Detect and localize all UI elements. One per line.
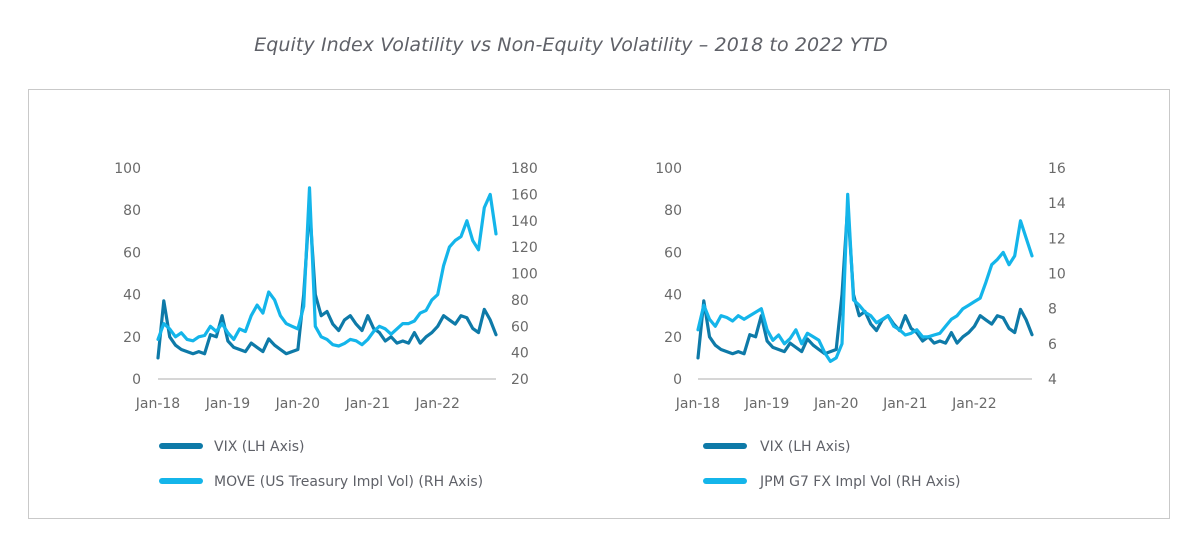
left-y-tick-label: 80 (664, 203, 682, 219)
plot-area (156, 186, 498, 360)
right-y-tick-label: 60 (511, 319, 529, 335)
legend-label-move: MOVE (US Treasury Impl Vol) (RH Axis) (214, 474, 483, 490)
left-y-axis: 0 20 40 60 80 100 (114, 161, 141, 388)
left-y-tick-label: 0 (132, 372, 141, 388)
x-tick-label: Jan-20 (813, 396, 858, 412)
x-tick-label: Jan-22 (951, 396, 996, 412)
right-y-tick-label: 20 (511, 372, 529, 388)
left-y-tick-label: 20 (664, 330, 682, 346)
x-tick-label: Jan-19 (744, 396, 789, 412)
legend-label-vix: VIX (LH Axis) (214, 439, 305, 455)
x-tick-label: Jan-21 (882, 396, 927, 412)
right-y-tick-label: 4 (1048, 372, 1057, 388)
x-tick-label: Jan-20 (275, 396, 320, 412)
chart-title: Equity Index Volatility vs Non-Equity Vo… (254, 34, 888, 56)
legend-label-fx: JPM G7 FX Impl Vol (RH Axis) (759, 474, 960, 490)
left-y-tick-label: 20 (123, 330, 141, 346)
chart-move-vs-vix: 0 20 40 60 80 100 20 40 60 80 100 120 140 160 180 Jan… (114, 161, 537, 490)
legend: VIX (LH Axis) JPM G7 FX Impl Vol (RH Axi… (703, 439, 960, 490)
right-y-axis: 20 40 60 80 100 120 140 160 180 (511, 161, 538, 388)
left-y-tick-label: 80 (123, 203, 141, 219)
right-y-tick-label: 16 (1048, 161, 1066, 177)
left-y-tick-label: 60 (664, 245, 682, 261)
right-y-tick-label: 140 (511, 214, 538, 230)
right-y-tick-label: 40 (511, 346, 529, 362)
x-tick-label: Jan-18 (135, 396, 180, 412)
x-tick-label: Jan-21 (345, 396, 390, 412)
right-y-tick-label: 180 (511, 161, 538, 177)
left-y-tick-label: 100 (655, 161, 682, 177)
right-y-tick-label: 8 (1048, 302, 1057, 318)
x-tick-label: Jan-22 (414, 396, 459, 412)
legend-label-vix: VIX (LH Axis) (760, 439, 851, 455)
left-y-tick-label: 40 (123, 288, 141, 304)
x-axis: Jan-18 Jan-19 Jan-20 Jan-21 Jan-22 (675, 396, 997, 412)
left-y-tick-label: 0 (673, 372, 682, 388)
right-y-tick-label: 80 (511, 293, 529, 309)
left-y-tick-label: 40 (664, 288, 682, 304)
left-y-axis: 0 20 40 60 80 100 (655, 161, 682, 388)
right-y-axis: 4 6 8 10 12 14 16 (1048, 161, 1066, 388)
x-tick-label: Jan-19 (205, 396, 250, 412)
right-y-tick-label: 160 (511, 187, 538, 203)
right-y-tick-label: 10 (1048, 267, 1066, 283)
chart-frame (28, 89, 1170, 519)
plot-area (696, 192, 1034, 363)
x-tick-label: Jan-18 (675, 396, 720, 412)
right-y-tick-label: 12 (1048, 231, 1066, 247)
series-fx-line (696, 192, 1034, 363)
x-axis: Jan-18 Jan-19 Jan-20 Jan-21 Jan-22 (135, 396, 460, 412)
right-y-tick-label: 100 (511, 267, 538, 283)
right-y-tick-label: 14 (1048, 196, 1066, 212)
series-vix-line (696, 204, 1034, 360)
left-y-tick-label: 100 (114, 161, 141, 177)
series-move-line (156, 186, 498, 348)
right-y-tick-label: 6 (1048, 337, 1057, 353)
legend: VIX (LH Axis) MOVE (US Treasury Impl Vol… (159, 439, 483, 490)
left-y-tick-label: 60 (123, 245, 141, 261)
series-vix-line (156, 204, 498, 360)
right-y-tick-label: 120 (511, 240, 538, 256)
